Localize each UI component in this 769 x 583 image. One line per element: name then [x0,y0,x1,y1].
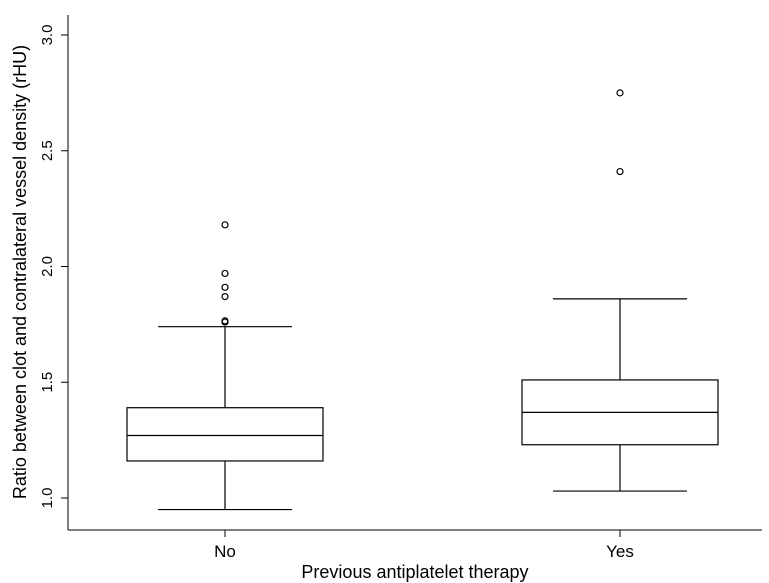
outlier-point [616,167,624,176]
outlier-point [221,269,229,278]
x-axis-label: Previous antiplatelet therapy [301,562,528,582]
iqr-box [126,407,324,462]
outlier-point [221,292,229,301]
y-axis: 1.0 1.5 2.0 2.5 3.0 [39,15,69,530]
x-tick-label: No [214,542,236,561]
y-ticks: 1.0 1.5 2.0 2.5 3.0 [39,25,68,509]
y-axis-label: Ratio between clot and contralateral ves… [10,45,30,499]
x-ticks: No Yes [214,530,634,561]
outlier-point [221,221,229,229]
boxes [126,89,719,511]
box-yes [521,89,719,492]
y-tick-label: 1.5 [39,372,56,393]
y-tick-label: 3.0 [39,25,56,46]
y-tick-label: 2.0 [39,256,56,277]
outlier-point [221,317,229,325]
x-tick-label: Yes [606,542,634,561]
box-no [126,221,324,511]
x-axis: No Yes [68,529,762,561]
y-tick-label: 2.5 [39,140,56,161]
outlier-point [616,89,624,97]
outlier-point [221,283,229,291]
y-tick-label: 1.0 [39,488,56,509]
